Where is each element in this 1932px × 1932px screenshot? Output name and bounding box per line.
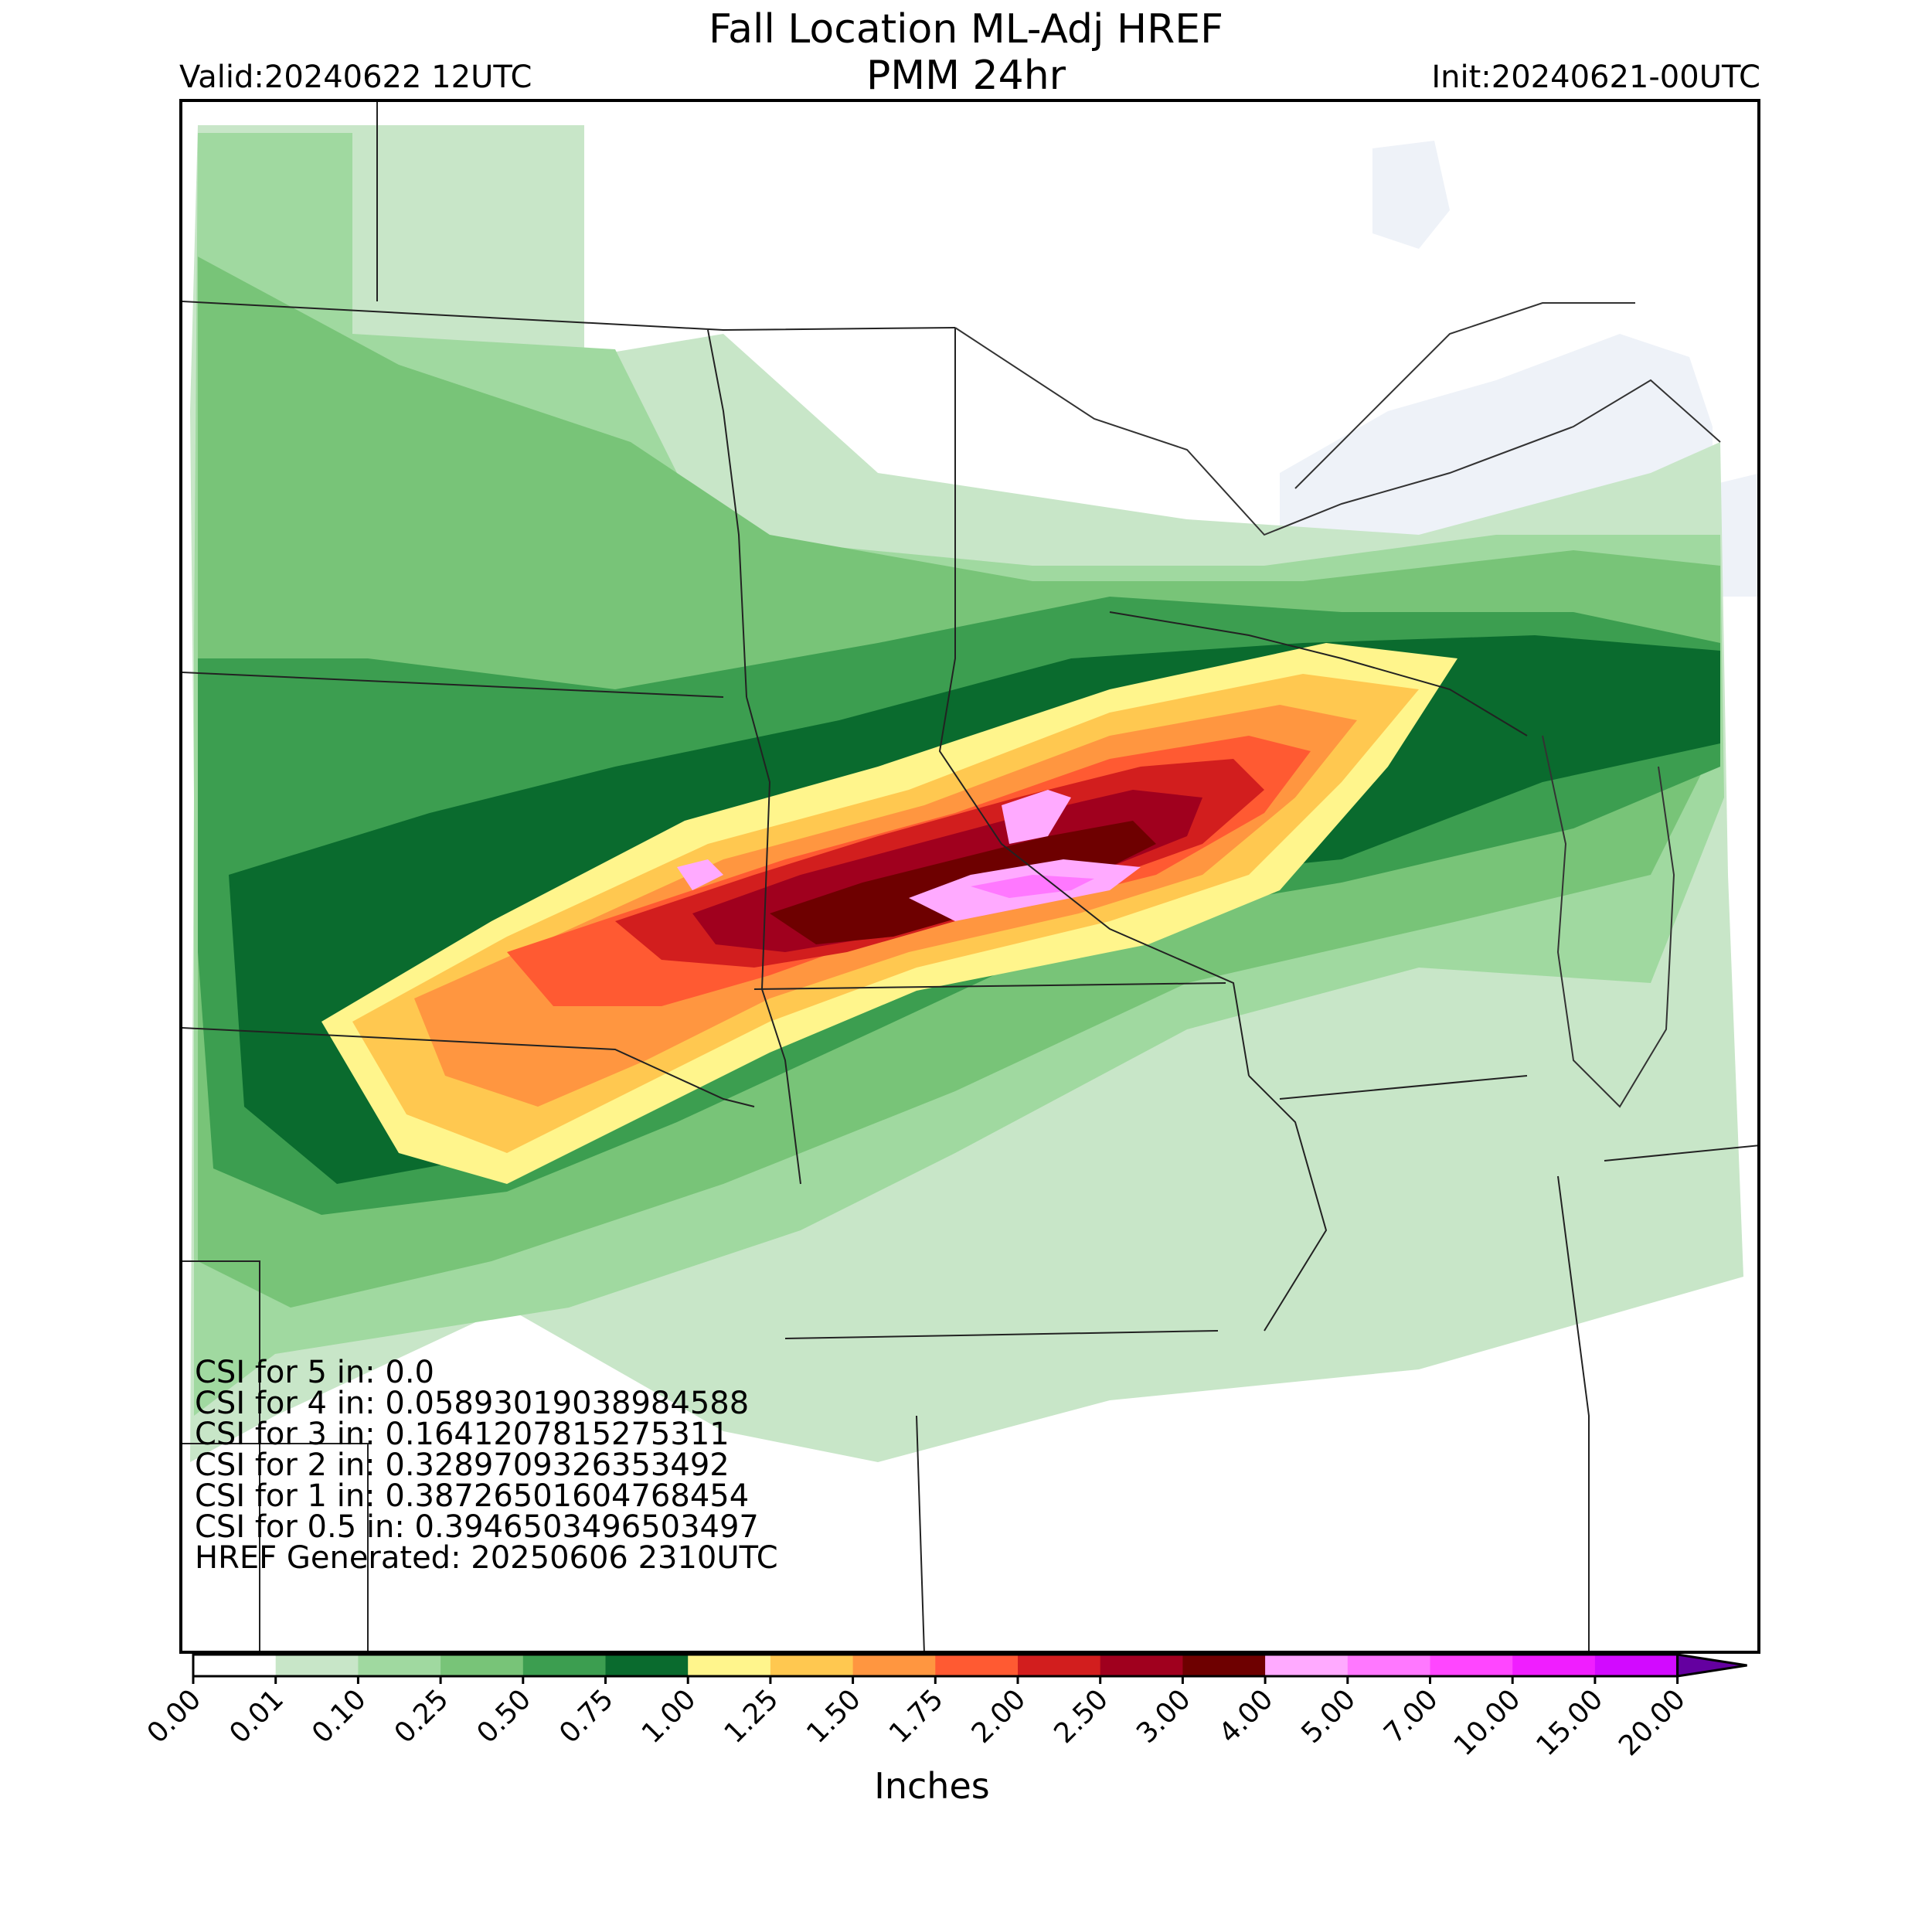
border-MN-WI [938,328,1250,1077]
border-ND-SD [182,672,724,698]
colorbar-swatch [275,1655,359,1676]
border-WI-IL [1279,1075,1528,1100]
borders [182,102,1757,1651]
colorbar-swatch [1182,1655,1266,1676]
colorbar-swatch [1265,1655,1349,1676]
csi-stats: CSI for 5 in: 0.0 CSI for 4 in: 0.058930… [195,1357,778,1573]
colorbar-swatch [852,1655,936,1676]
border-SD-MN-IA [746,696,801,1185]
csi-line: CSI for 0.5 in: 0.3946503496503497 [195,1509,759,1545]
chart-subtitle: PMM 24hr [866,53,1066,99]
colorbar-tick-label: 7.00 [1378,1683,1444,1750]
colorbar-swatch [1100,1655,1183,1676]
border-IA-MO [784,1330,1219,1339]
csi-line: CSI for 3 in: 0.1641207815275311 [195,1417,730,1452]
border-CO-NE [182,1260,260,1651]
shore-lake-superior-north [1294,302,1635,489]
colorbar-swatch [1018,1655,1101,1676]
colorbar-tick-label: 0.00 [141,1683,208,1750]
colorbar-swatch [1594,1655,1679,1676]
chart-title: Fall Location ML-Adj HREF [708,6,1224,53]
colorbar-tick-label: 3.00 [1131,1683,1197,1750]
colorbar-swatch [1347,1655,1430,1676]
colorbar-tick-label: 15.00 [1530,1683,1609,1762]
csi-line: CSI for 5 in: 0.0 [195,1355,434,1390]
colorbar-tick-label: 0.75 [553,1683,620,1750]
border-NE-KS [182,1443,369,1651]
colorbar-tick-label: 1.75 [883,1683,950,1750]
colorbar-tick-label: 5.00 [1295,1683,1362,1750]
colorbar-tick-label: 4.00 [1213,1683,1280,1750]
colorbar-tick-label: 10.00 [1448,1683,1527,1762]
colorbar-ticks: 0.00 0.01 0.10 0.25 0.50 0.75 1.00 1.25 1.50 1.75… [141,1676,1692,1762]
border-SD-NE [182,1027,755,1107]
colorbar-tick-label: 0.01 [223,1683,290,1750]
precip-field [190,125,1743,1462]
border-KS-MO [916,1415,925,1651]
colorbar-tick-label: 1.25 [719,1683,785,1750]
shore-lake-superior-south [954,327,1721,536]
shore-lake-michigan [1542,735,1675,1108]
colorbar-tick-label: 1.50 [801,1683,867,1750]
colorbar-swatch [1430,1655,1513,1676]
colorbar-tick-label: 20.00 [1613,1683,1692,1762]
colorbar-swatch [440,1655,524,1676]
colorbar-tick-label: 0.50 [471,1683,537,1750]
colorbar-swatch [770,1655,854,1676]
border-ND-MN [707,329,747,698]
border-IA-IL [1248,1075,1328,1332]
colorbar-swatch [522,1655,606,1676]
colorbar-tick-label: 1.00 [636,1683,702,1750]
colorbar-swatch [688,1655,771,1676]
colorbar-tick-label: 2.00 [966,1683,1032,1750]
init-time-label: Init:20240621-00UTC [1431,60,1760,95]
colorbar-extend-arrow [1676,1653,1747,1678]
precip-band-5.00 [971,875,1094,898]
border-MI-IN [1604,1145,1757,1162]
border-canada-us [182,301,956,332]
precip-map [182,102,1757,1651]
colorbar-swatch [358,1655,441,1676]
colorbar-swatch [1512,1655,1596,1676]
shorelines [954,302,1721,1108]
border-WI-MI [1109,611,1528,736]
precip-spot-4.00-north [1002,790,1071,844]
csi-line: CSI for 1 in: 0.38726501604768454 [195,1478,750,1514]
valid-time-label: Valid:20240622 12UTC [179,60,532,95]
map-panel[interactable] [179,99,1760,1654]
border-MN-IA [753,982,1226,990]
href-generated-line: HREF Generated: 20250606 2310UTC [195,1540,778,1576]
colorbar-tick-label: 0.25 [389,1683,455,1750]
lake-of-the-woods [1372,141,1450,249]
border-IL-IN [1557,1175,1590,1651]
colorbar-swatch [605,1655,689,1676]
csi-line: CSI for 2 in: 0.3289709326353492 [195,1447,730,1483]
colorbar-tick-label: 2.50 [1048,1683,1114,1750]
csi-line: CSI for 4 in: 0.05893019038984588 [195,1386,750,1421]
colorbar-swatch [193,1655,277,1676]
precip-spot-4.00-west [677,859,723,890]
colorbar-tick-label: 0.10 [306,1683,372,1750]
colorbar-swatches [192,1653,1747,1678]
colorbar-swatch [935,1655,1019,1676]
colorbar-label: Inches [874,1765,990,1807]
